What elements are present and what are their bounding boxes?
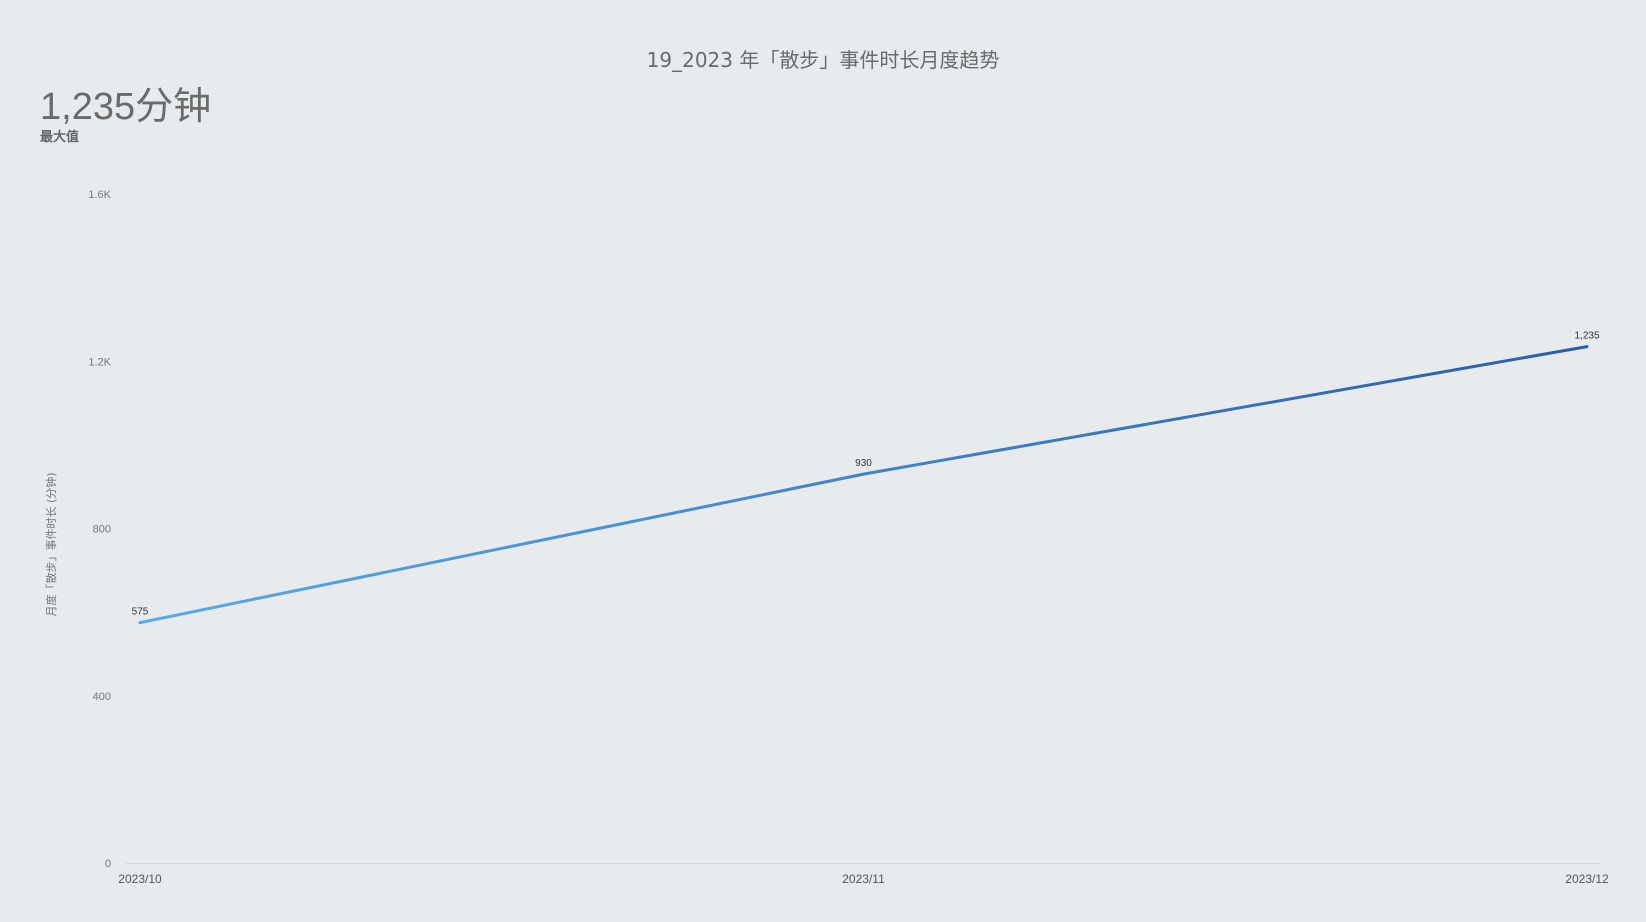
y-tick-label: 1.6K [88,189,111,201]
data-points [139,345,1589,624]
kpi-card: 1,235分钟 最大值 [40,84,211,146]
x-axis-ticks: 2023/10 2023/11 2023/12 [118,872,1609,886]
data-label: 1,235 [1574,331,1599,342]
y-tick-label: 0 [105,858,111,870]
x-tick-label: 2023/10 [118,872,162,886]
kpi-label: 最大值 [40,130,80,145]
y-tick-label: 400 [93,691,111,703]
y-tick-label: 1.2K [88,356,111,368]
series-line [138,345,1589,625]
x-tick-label: 2023/12 [1565,872,1609,886]
data-labels: 575 930 1,235 [132,331,1600,618]
x-tick-label: 2023/11 [842,872,885,886]
chart-title: 19_2023 年「散步」事件时长月度趋势 [646,48,1000,72]
data-label: 930 [855,458,872,469]
kpi-value: 1,235分钟 [40,86,212,128]
data-label: 575 [132,607,149,618]
y-axis-label: 月度「散步」事件时长 (分钟) [44,472,58,616]
y-tick-label: 800 [93,524,111,536]
y-axis-ticks: 0 400 800 1.2K 1.6K [88,189,111,870]
